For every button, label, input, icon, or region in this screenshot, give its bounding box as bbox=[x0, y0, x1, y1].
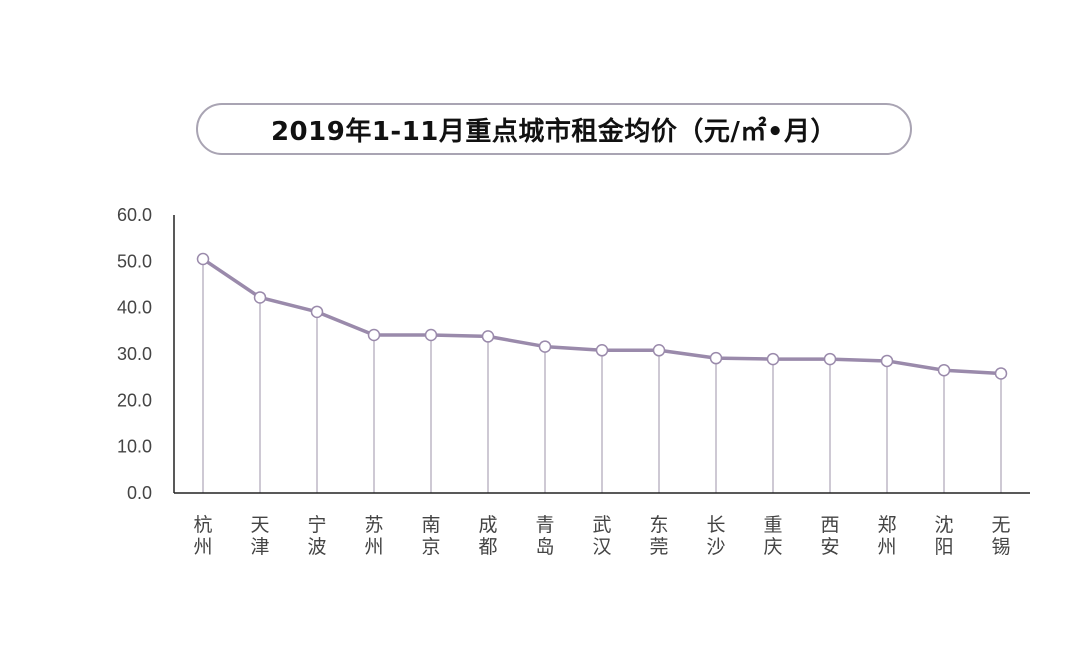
data-point bbox=[424, 328, 438, 342]
chart-title: 2019年1-11月重点城市租金均价（元/㎡•月） bbox=[270, 116, 838, 147]
x-category-label: 波 bbox=[307, 536, 326, 558]
data-point bbox=[880, 354, 894, 368]
x-category-label: 天 bbox=[250, 514, 269, 536]
x-category-label: 长 bbox=[706, 514, 725, 536]
data-point bbox=[367, 328, 381, 342]
y-tick-label: 10.0 bbox=[117, 437, 152, 457]
x-category-label: 杭 bbox=[193, 514, 212, 536]
x-category-label: 无 bbox=[991, 514, 1010, 536]
x-category-label: 重 bbox=[763, 514, 782, 536]
data-point bbox=[766, 352, 780, 366]
y-axis: 0.0 10.0 20.0 30.0 40.0 50.0 60.0 bbox=[117, 205, 175, 503]
y-tick-label: 30.0 bbox=[117, 344, 152, 364]
data-point bbox=[994, 367, 1008, 380]
x-category-label: 都 bbox=[478, 536, 497, 558]
x-category-label: 东 bbox=[649, 514, 668, 536]
x-category-label: 州 bbox=[193, 536, 212, 558]
data-point bbox=[196, 252, 210, 266]
y-tick-label: 0.0 bbox=[127, 483, 152, 503]
x-category-label: 沈 bbox=[934, 514, 953, 536]
x-category-label: 津 bbox=[250, 536, 269, 558]
y-tick-label: 60.0 bbox=[117, 205, 152, 225]
y-tick-label: 50.0 bbox=[117, 251, 152, 271]
chart-title-box: 2019年1-11月重点城市租金均价（元/㎡•月） bbox=[196, 103, 912, 155]
data-point bbox=[937, 363, 951, 377]
data-points bbox=[196, 252, 1008, 380]
x-category-label: 武 bbox=[592, 514, 611, 536]
x-category-label: 沙 bbox=[706, 536, 725, 558]
x-category-label: 青 bbox=[535, 514, 554, 536]
data-point bbox=[538, 340, 552, 353]
data-point bbox=[652, 344, 666, 357]
x-category-label: 郑 bbox=[877, 514, 896, 536]
x-category-label: 宁 bbox=[307, 514, 326, 536]
x-category-label: 苏 bbox=[364, 514, 383, 536]
x-category-label: 州 bbox=[877, 536, 896, 558]
data-point bbox=[709, 351, 723, 365]
data-point bbox=[310, 305, 324, 319]
x-category-label: 京 bbox=[421, 536, 440, 558]
x-category-label: 州 bbox=[364, 536, 383, 558]
x-category-label: 安 bbox=[820, 536, 839, 558]
y-tick-label: 20.0 bbox=[117, 390, 152, 410]
data-point bbox=[253, 291, 267, 304]
x-category-label: 西 bbox=[820, 514, 839, 536]
y-tick-label: 40.0 bbox=[117, 298, 152, 318]
x-category-label: 庆 bbox=[763, 536, 782, 558]
x-category-label: 成 bbox=[478, 514, 497, 536]
x-category-label: 阳 bbox=[934, 536, 953, 558]
data-point bbox=[481, 330, 495, 343]
x-category-label: 南 bbox=[421, 514, 440, 536]
data-point bbox=[595, 344, 609, 357]
x-category-label: 汉 bbox=[592, 536, 611, 558]
x-category-label: 锡 bbox=[991, 536, 1010, 558]
x-category-label: 岛 bbox=[535, 536, 554, 558]
drop-lines bbox=[202, 259, 1002, 493]
x-category-label: 莞 bbox=[649, 536, 668, 558]
data-point bbox=[823, 352, 837, 366]
